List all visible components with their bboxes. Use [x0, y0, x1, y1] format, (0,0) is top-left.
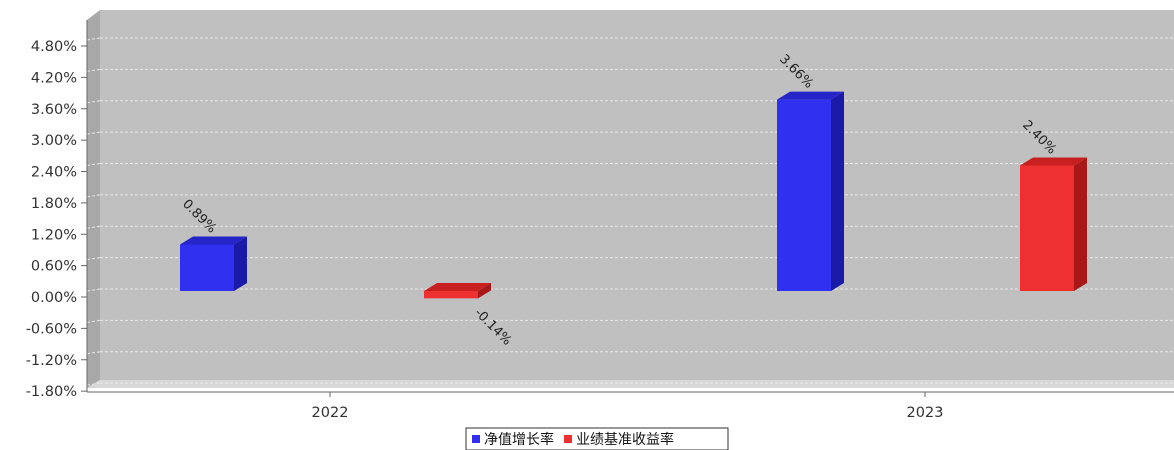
y-gridline-wall — [86, 37, 101, 41]
y-tick-label: 3.00% — [31, 133, 77, 149]
legend-swatch — [472, 435, 480, 443]
y-tick-label: 4.80% — [31, 39, 77, 55]
y-gridline-wall — [86, 225, 101, 229]
y-tick-label: -1.80% — [26, 384, 77, 400]
legend-label: 业绩基准收益率 — [576, 431, 674, 448]
bar-top-face — [777, 91, 844, 100]
y-tick-label: -1.20% — [26, 353, 77, 369]
y-gridline-wall — [86, 68, 101, 72]
x-category-label: 2023 — [907, 405, 944, 421]
plot-floor — [87, 380, 1174, 388]
bar-side-face — [234, 236, 247, 291]
x-category-label: 2022 — [312, 405, 349, 421]
bar-业绩基准收益率-2023 — [1020, 165, 1074, 291]
bar-side-face — [831, 91, 844, 291]
y-tick-label: 2.40% — [31, 165, 77, 181]
bar-净值增长率-2022 — [180, 244, 234, 291]
y-gridline-wall — [86, 288, 101, 292]
y-gridline-wall — [86, 382, 101, 386]
y-tick-label: -0.60% — [26, 321, 77, 337]
y-gridline-wall — [86, 319, 101, 323]
bar-top-face — [180, 236, 247, 245]
legend-label: 净值增长率 — [484, 431, 554, 448]
bar-side-face — [1074, 157, 1087, 291]
bar-side-face — [478, 283, 491, 299]
bar-净值增长率-2023 — [777, 99, 831, 291]
y-tick-label: 1.80% — [31, 196, 77, 212]
y-tick-label: 0.60% — [31, 259, 77, 275]
y-gridline-wall — [86, 351, 101, 355]
bar-top-face — [1020, 157, 1087, 166]
y-gridline-wall — [86, 131, 101, 135]
legend-box — [465, 427, 729, 450]
y-tick-label: 3.60% — [31, 102, 77, 118]
y-gridline-wall — [86, 163, 101, 166]
y-tick-label: 0.00% — [31, 290, 77, 306]
plot-left-wall — [87, 10, 100, 388]
bar-业绩基准收益率-2022 — [424, 291, 478, 299]
y-gridline-wall — [86, 257, 101, 261]
y-tick-label: 1.20% — [31, 227, 77, 243]
legend-swatch — [564, 435, 572, 443]
bar-top-face — [424, 283, 491, 291]
y-gridline-wall — [86, 194, 101, 198]
y-gridline-wall — [86, 100, 101, 104]
y-tick-label: 4.20% — [31, 70, 77, 86]
